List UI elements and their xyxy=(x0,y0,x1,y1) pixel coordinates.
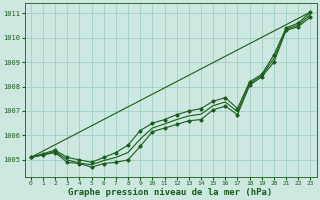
X-axis label: Graphe pression niveau de la mer (hPa): Graphe pression niveau de la mer (hPa) xyxy=(68,188,273,197)
